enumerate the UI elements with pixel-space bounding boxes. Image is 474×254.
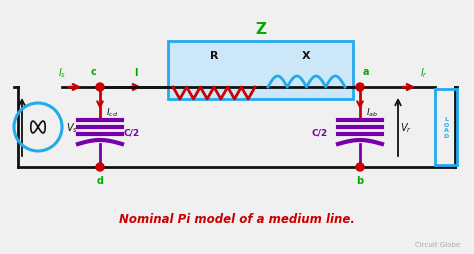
Text: d: d: [97, 175, 103, 185]
Text: Z: Z: [255, 22, 266, 37]
Text: $V_s$: $V_s$: [66, 121, 78, 134]
Text: I: I: [134, 68, 138, 78]
Text: $I_{cd}$: $I_{cd}$: [106, 106, 118, 119]
Text: b: b: [356, 175, 364, 185]
Text: a: a: [363, 67, 369, 77]
Circle shape: [96, 84, 104, 92]
Text: Nominal Pi model of a medium line.: Nominal Pi model of a medium line.: [119, 213, 355, 226]
Text: C/2: C/2: [312, 128, 328, 137]
Circle shape: [356, 84, 364, 92]
Circle shape: [356, 163, 364, 171]
Text: R: R: [210, 51, 218, 61]
Bar: [435, 90, 457, 165]
Text: $I_r$: $I_r$: [420, 66, 428, 80]
Text: L
O
A
D: L O A D: [443, 116, 448, 139]
Text: $V_r$: $V_r$: [400, 121, 412, 134]
Text: X: X: [301, 51, 310, 61]
Text: c: c: [91, 67, 97, 77]
Text: C/2: C/2: [124, 128, 140, 137]
Text: Circuit Globe: Circuit Globe: [415, 241, 460, 247]
Circle shape: [96, 163, 104, 171]
Bar: [168, 42, 353, 100]
Text: $I_s$: $I_s$: [58, 66, 66, 80]
Text: $I_{ab}$: $I_{ab}$: [366, 106, 378, 119]
